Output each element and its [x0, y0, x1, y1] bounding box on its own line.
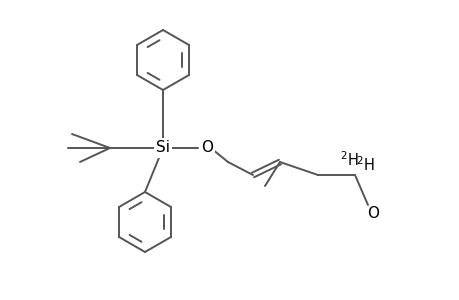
- Text: $^{2}$H: $^{2}$H: [355, 156, 374, 174]
- Text: $^{2}$H: $^{2}$H: [339, 151, 358, 169]
- Text: O: O: [201, 140, 213, 155]
- Text: O: O: [366, 206, 378, 220]
- Text: Si: Si: [156, 140, 170, 155]
